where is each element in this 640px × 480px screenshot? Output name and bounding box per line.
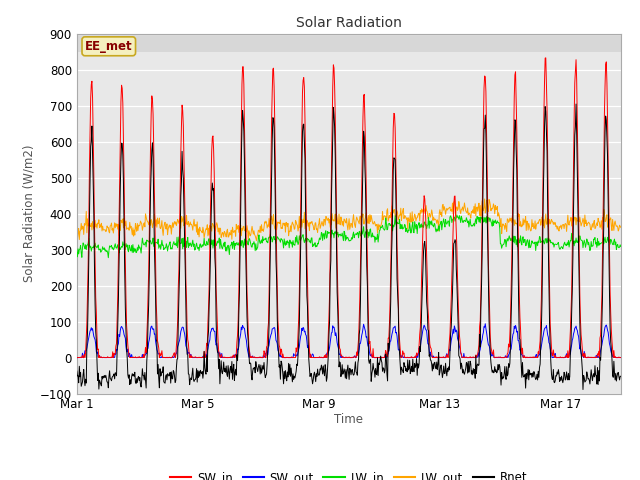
Text: EE_met: EE_met [85,40,132,53]
Y-axis label: Solar Radiation (W/m2): Solar Radiation (W/m2) [22,145,36,282]
X-axis label: Time: Time [334,413,364,426]
Legend: SW_in, SW_out, LW_in, LW_out, Rnet: SW_in, SW_out, LW_in, LW_out, Rnet [166,466,532,480]
Bar [77,34,621,51]
Title: Solar Radiation: Solar Radiation [296,16,402,30]
